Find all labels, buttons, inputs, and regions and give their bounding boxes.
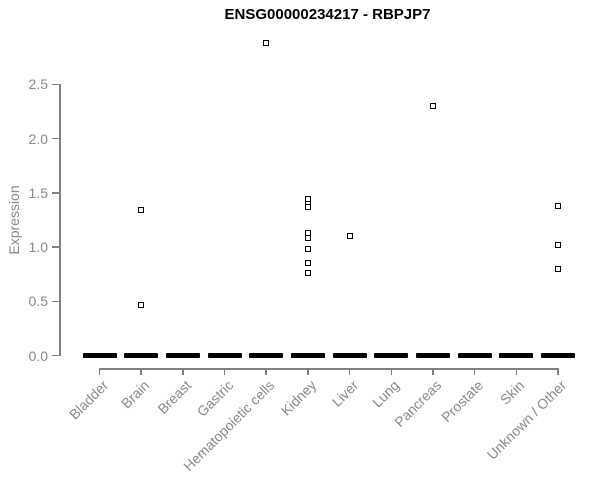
data-point (304, 203, 311, 210)
y-axis-tick (52, 137, 60, 140)
data-point (138, 207, 145, 214)
data-point (346, 233, 353, 240)
x-axis-tick (473, 368, 476, 375)
y-axis-line (59, 84, 61, 356)
y-axis-tick (52, 300, 60, 302)
zero-cluster-dash (124, 353, 159, 358)
y-tick-label: 1.0 (28, 239, 48, 255)
y-tick-label: 0.5 (28, 293, 48, 310)
data-point (138, 301, 145, 308)
data-point (304, 260, 311, 267)
x-axis-tick (265, 368, 267, 375)
zero-cluster-dash (415, 353, 450, 358)
data-point (304, 235, 311, 242)
zero-cluster-dash (207, 353, 242, 358)
x-axis-tick (390, 368, 392, 375)
y-axis-tick (52, 192, 60, 194)
y-axis-tick (52, 354, 60, 357)
data-point (263, 40, 270, 47)
zero-cluster-dash (290, 353, 325, 358)
chart-title: ENSG00000234217 - RBPJP7 (224, 6, 431, 23)
x-axis-tick (515, 368, 518, 375)
x-axis-tick (307, 368, 309, 375)
y-tick-label: 2.5 (28, 76, 48, 93)
x-axis-tick (432, 368, 434, 375)
x-axis-tick (182, 368, 184, 375)
zero-cluster-dash (499, 353, 534, 358)
zero-cluster-dash (82, 353, 117, 358)
y-tick-label: 0.0 (28, 347, 48, 364)
y-axis-tick (52, 83, 60, 85)
zero-cluster-dash (540, 353, 575, 358)
zero-cluster-dash (374, 353, 409, 358)
x-axis-tick (98, 368, 101, 375)
data-point (554, 265, 561, 272)
zero-cluster-dash (165, 353, 200, 358)
x-axis-tick (223, 368, 226, 375)
data-point (304, 270, 311, 277)
y-tick-label: 2.0 (28, 130, 48, 147)
zero-cluster-dash (332, 353, 367, 358)
data-point (304, 246, 311, 253)
data-point (554, 241, 561, 248)
x-axis-tick (348, 368, 351, 375)
x-axis-tick (140, 368, 142, 375)
data-point (429, 102, 436, 109)
y-axis-tick (52, 246, 60, 248)
x-axis-line (99, 368, 558, 370)
y-tick-label: 1.5 (28, 184, 48, 201)
data-point (554, 202, 561, 209)
zero-cluster-dash (249, 353, 284, 358)
zero-cluster-dash (457, 353, 492, 358)
x-axis-tick (557, 368, 559, 375)
